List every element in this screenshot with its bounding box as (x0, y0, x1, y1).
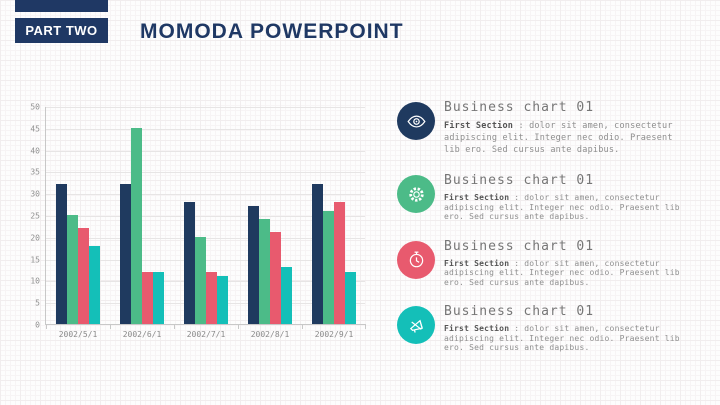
list-item: Business chart 01 First Section : dolor … (397, 239, 692, 288)
chart-gridline (46, 107, 365, 108)
bar-navy (184, 201, 195, 324)
section-title: Business chart 01 (444, 173, 595, 188)
list-item: Business chart 01 First Section : dolor … (397, 304, 692, 353)
section-body: First Section : dolor sit amen, consecte… (444, 193, 692, 222)
red-icon-circle (397, 240, 435, 279)
section-body-rest: : dolor sit amen, consectetur adipiscing… (444, 258, 680, 287)
section-title: Business chart 01 (444, 100, 595, 115)
header-accent-bar (15, 0, 108, 12)
teal-icon-circle (397, 306, 435, 344)
y-axis-tick-label: 5 (35, 298, 40, 308)
x-axis-tick (110, 324, 111, 329)
bar-group (302, 107, 366, 324)
x-axis-tick (238, 324, 239, 329)
green-icon-circle (397, 175, 435, 213)
x-axis-category-label: 2002/8/1 (250, 330, 290, 339)
section-body-lead: First Section (444, 193, 510, 202)
part-label: PART TWO (25, 23, 98, 38)
chart-gridline (46, 150, 365, 152)
alarm-clock-icon (406, 249, 427, 270)
bar-red (270, 232, 281, 324)
bar-group (174, 107, 238, 324)
section-body: First Section : dolor sit amen, consecte… (444, 120, 676, 156)
x-axis-category-label: 2002/6/1 (122, 330, 162, 339)
y-axis-tick-label: 25 (30, 211, 40, 221)
navy-icon-circle (397, 102, 435, 140)
bar-teal (217, 276, 228, 324)
y-axis-tick-label: 20 (30, 233, 40, 243)
eye-icon (406, 111, 427, 132)
y-axis-tick-label: 30 (30, 189, 40, 199)
y-axis-tick-label: 15 (30, 255, 40, 265)
chart-gridline (46, 216, 365, 217)
section-title: Business chart 01 (444, 304, 595, 319)
x-axis-tick (174, 324, 175, 329)
bar-red (142, 271, 153, 324)
list-item: Business chart 01 First Section : dolor … (397, 100, 692, 156)
x-axis-tick (365, 324, 366, 329)
y-axis-tick-label: 35 (30, 167, 40, 177)
bar-group (110, 107, 174, 324)
bar-red (78, 228, 89, 324)
bar-teal (281, 267, 292, 324)
bar-navy (248, 206, 259, 324)
y-axis-tick-label: 50 (30, 102, 40, 112)
part-label-box: PART TWO (15, 18, 108, 43)
bar-green (323, 210, 334, 324)
y-axis-tick-label: 40 (30, 146, 40, 156)
x-axis-category-label: 2002/5/1 (58, 330, 98, 339)
bar-green (259, 219, 270, 324)
bar-navy (120, 184, 131, 324)
bar-group (238, 107, 302, 324)
bar-chart: 0 5 10 15 20 25 30 35 40 45 50 2002/5/1 2002/6/1 2002… (30, 103, 366, 339)
megaphone-icon (406, 315, 427, 336)
x-axis-category-label: 2002/9/1 (314, 330, 354, 339)
bar-teal (345, 271, 356, 324)
bar-red (206, 271, 217, 324)
y-axis-tick-label: 45 (30, 124, 40, 134)
bar-green (195, 236, 206, 324)
feature-list: Business chart 01 First Section : dolor … (397, 100, 692, 370)
bar-navy (56, 184, 67, 324)
page-title: MOMODA POWERPOINT (140, 20, 404, 43)
chart-gridline (46, 172, 365, 174)
section-body-rest: : dolor sit amen, consectetur adipiscing… (444, 193, 680, 221)
x-axis-tick (302, 324, 303, 329)
section-body-lead: First Section (444, 258, 510, 268)
bar-teal (89, 245, 100, 324)
x-axis-category-label: 2002/7/1 (186, 330, 226, 339)
y-axis-tick-label: 10 (30, 276, 40, 286)
bar-red (334, 201, 345, 324)
gear-icon (406, 184, 427, 205)
bar-group (46, 107, 110, 324)
list-item: Business chart 01 First Section : dolor … (397, 173, 692, 222)
section-body: First Section : dolor sit amen, consecte… (444, 259, 692, 288)
chart-gridline (46, 194, 365, 196)
section-body-lead: First Section (444, 121, 514, 131)
section-body-rest: : dolor sit amen, consectetur adipiscing… (444, 121, 673, 155)
x-axis-tick (46, 324, 47, 329)
bar-green (131, 127, 142, 324)
section-body-lead: First Section (444, 324, 510, 333)
bar-teal (153, 271, 164, 324)
section-body-rest: : dolor sit amen, consectetur adipiscing… (444, 324, 680, 352)
bar-navy (312, 184, 323, 324)
section-title: Business chart 01 (444, 238, 595, 254)
section-body: First Section : dolor sit amen, consecte… (444, 324, 692, 353)
y-axis-tick-label: 0 (35, 320, 40, 330)
chart-gridline (46, 128, 365, 130)
bar-green (67, 215, 78, 324)
